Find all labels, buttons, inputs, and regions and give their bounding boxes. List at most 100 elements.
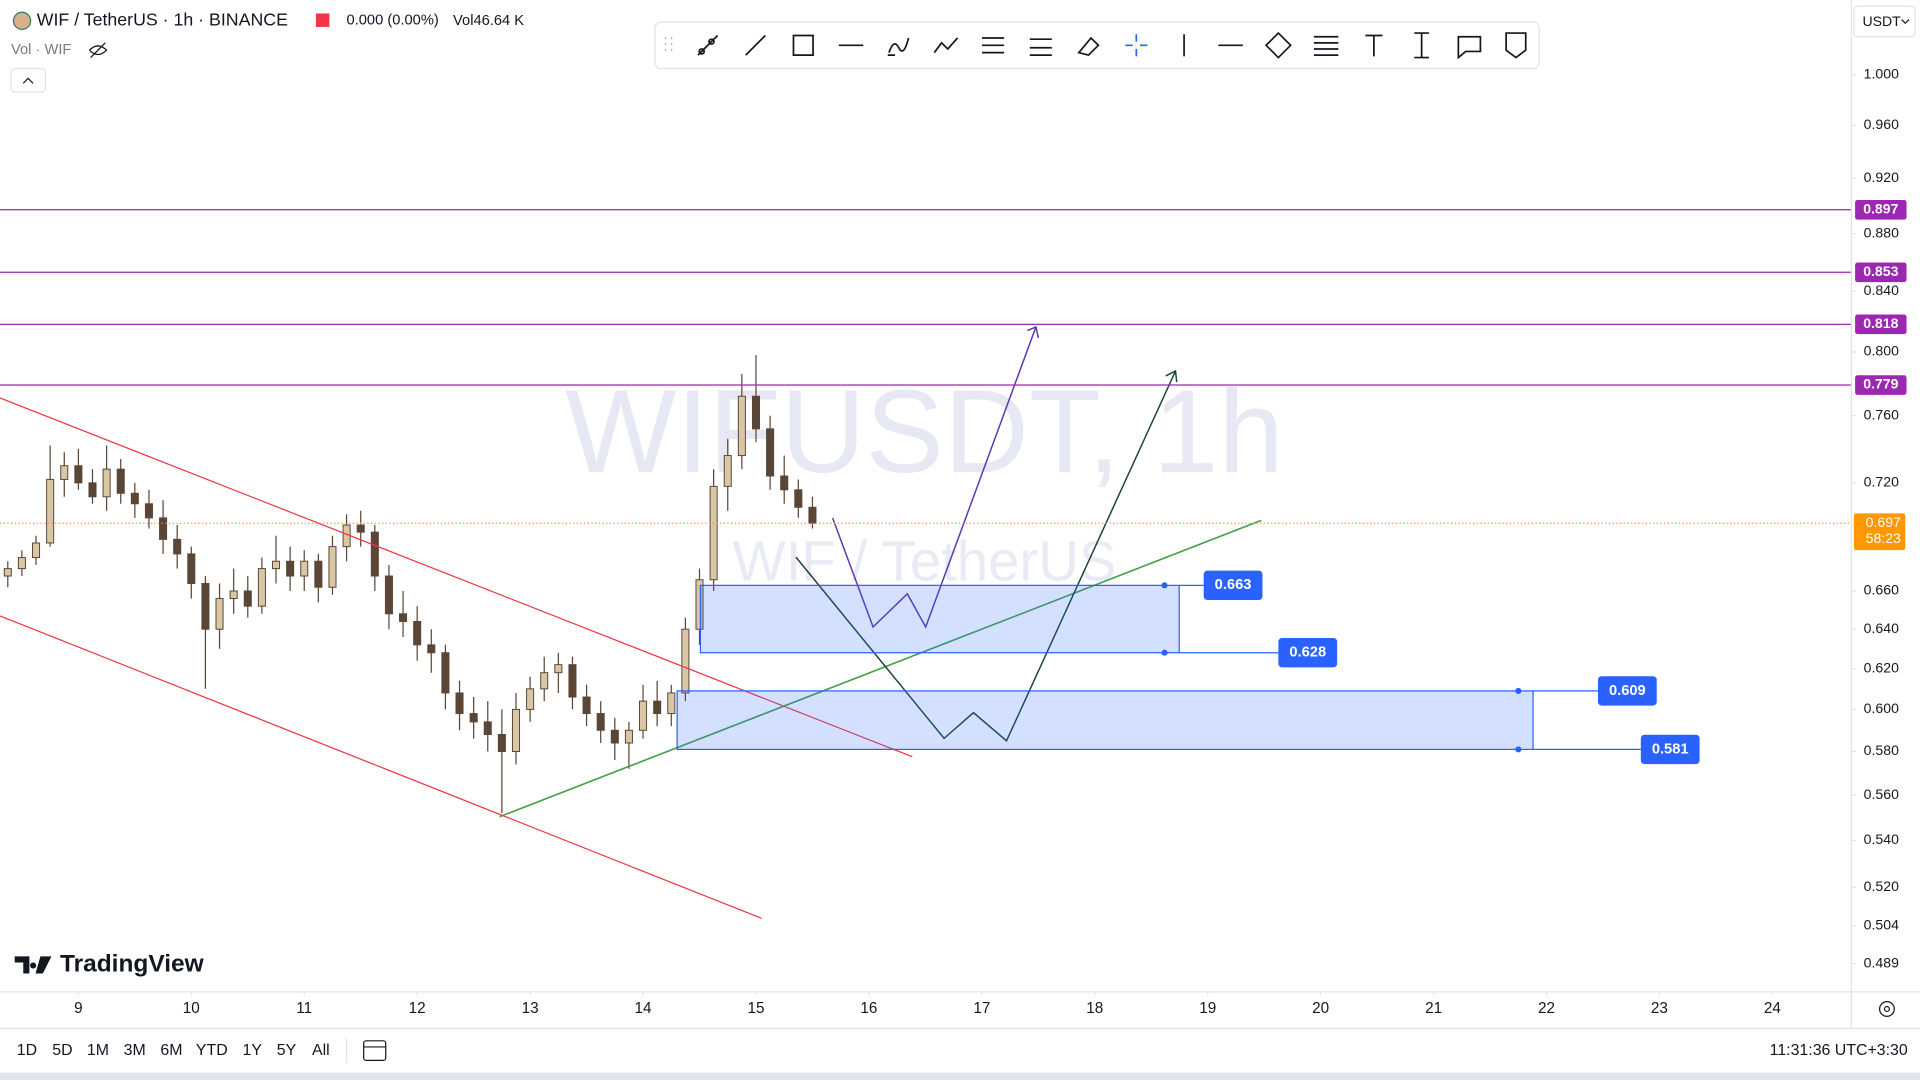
x-tick-label: 13: [522, 1000, 539, 1017]
status-strip: [0, 1072, 1920, 1080]
candle-body: [511, 708, 521, 753]
zone-label-bg: [1640, 734, 1700, 765]
candle-body: [370, 531, 379, 577]
symbol-title[interactable]: WIF / TetherUS · 1h · BINANCE: [37, 10, 288, 30]
candle-body: [794, 489, 803, 508]
y-tick-label: 0.520: [1864, 878, 1899, 894]
candle-body: [427, 644, 436, 654]
candle-body: [582, 696, 591, 715]
candle-body: [497, 734, 506, 753]
level-label: 0.853: [1863, 263, 1898, 279]
projection-path[interactable]: [795, 370, 1177, 743]
volume-legend: Vol46.64 K: [453, 13, 524, 29]
toolbar-button[interactable]: [1365, 34, 1383, 57]
candle-body: [130, 492, 139, 505]
candle-body: [243, 590, 252, 607]
y-tick-label: 0.920: [1864, 169, 1899, 185]
zone-handle[interactable]: [1161, 582, 1168, 589]
dropdown-icon: [1901, 19, 1910, 25]
timeframe-button[interactable]: 5D: [52, 1042, 72, 1059]
candle-body: [201, 582, 210, 630]
x-tick-label: 21: [1425, 1000, 1442, 1017]
timeframe-button[interactable]: 1M: [87, 1042, 109, 1059]
candle-body: [766, 428, 775, 477]
timeframe-button[interactable]: 6M: [160, 1042, 182, 1059]
toolbar-button[interactable]: [1313, 35, 1339, 56]
x-tick-label: 18: [1086, 1000, 1103, 1017]
projection-path[interactable]: [831, 326, 1037, 629]
zone-label: 0.581: [1652, 741, 1689, 757]
timeframe-button[interactable]: 3M: [124, 1042, 146, 1059]
toolbar-button[interactable]: [1264, 31, 1292, 59]
candle-body: [469, 713, 478, 723]
drawing-toolbar: [654, 21, 1540, 70]
last-price-bg: [1853, 513, 1906, 551]
toolbar-button[interactable]: [1125, 34, 1148, 57]
y-tick-label: 0.880: [1864, 224, 1899, 240]
channel-lower[interactable]: [0, 615, 762, 919]
toolbar-button[interactable]: [1077, 36, 1100, 57]
level-label: 0.818: [1863, 315, 1898, 331]
y-tick-label: 1.000: [1864, 65, 1899, 81]
x-tick-label: 19: [1199, 1000, 1216, 1017]
date-range-button[interactable]: [363, 1040, 387, 1062]
zone-handle[interactable]: [1161, 649, 1168, 656]
hide-icon[interactable]: [88, 42, 108, 58]
channel-upper[interactable]: [0, 397, 913, 758]
toolbar-button[interactable]: [1414, 32, 1429, 59]
candle-body: [455, 692, 464, 715]
zone-label-bg: [1203, 570, 1263, 601]
toolbar-button[interactable]: [1457, 35, 1482, 60]
timeframe-button[interactable]: YTD: [196, 1042, 228, 1059]
zone-label-bg: [1597, 676, 1657, 706]
plot-area: [3, 355, 817, 814]
collapse-button[interactable]: [10, 67, 46, 93]
toolbar-button[interactable]: [697, 34, 719, 56]
toolbar-button[interactable]: [982, 37, 1005, 54]
candle-body: [159, 517, 168, 540]
candle-body: [102, 468, 111, 498]
toolbar-button[interactable]: [933, 37, 959, 54]
toolbar-button[interactable]: [745, 34, 766, 56]
watermark-name: WIF / TetherUS: [733, 530, 1117, 593]
timeframe-button[interactable]: All: [312, 1042, 330, 1059]
toolbar-button[interactable]: [887, 37, 910, 56]
y-tick-label: 0.580: [1864, 742, 1899, 758]
drag-handle[interactable]: [664, 36, 673, 52]
settings-icon: [1883, 1005, 1890, 1013]
currency: USDT: [1862, 13, 1901, 29]
zone-handle[interactable]: [1515, 746, 1522, 753]
zone-label-bg: [1278, 638, 1338, 668]
timeframe-button[interactable]: 1D: [17, 1042, 37, 1059]
candle-body: [568, 664, 577, 698]
candle-body: [780, 475, 789, 491]
toolbar-button[interactable]: [1029, 38, 1052, 56]
y-tick-label: 0.620: [1864, 659, 1899, 675]
candle-body: [257, 568, 266, 607]
zone-handle[interactable]: [1515, 687, 1522, 694]
candle-body: [229, 590, 238, 600]
timeframe-button[interactable]: 1Y: [243, 1042, 263, 1059]
countdown: 58:23: [1866, 530, 1901, 546]
overlays: 0.663 0.628 0.609 0.581: [0, 209, 1852, 765]
zone-box[interactable]: [676, 690, 1534, 750]
zone-box[interactable]: [699, 584, 1180, 654]
toolbar-button[interactable]: [1505, 32, 1527, 59]
candle-body: [483, 721, 492, 735]
price-axis: 1.000 0.960 0.920 0.880 0.840 0.800 0.760 0.720…: [1850, 0, 1920, 1029]
toolbar-button[interactable]: [792, 34, 814, 56]
candle-body: [88, 482, 97, 498]
bottom-toolbar: 11:31:36 UTC+3:30 1D 5D 1M 3M 6M YTD 1Y 5Y All: [0, 1027, 1920, 1080]
trend-line[interactable]: [499, 519, 1262, 818]
settings-button[interactable]: [1878, 1001, 1895, 1017]
y-tick-label: 0.560: [1864, 786, 1899, 802]
level-label: 0.779: [1863, 376, 1898, 392]
last-price-label: 0.697: [1866, 514, 1901, 530]
candle-body: [554, 664, 563, 674]
currency-button[interactable]: [1853, 5, 1916, 38]
candle-body: [526, 688, 535, 710]
timeframe-button[interactable]: 5Y: [277, 1042, 297, 1059]
